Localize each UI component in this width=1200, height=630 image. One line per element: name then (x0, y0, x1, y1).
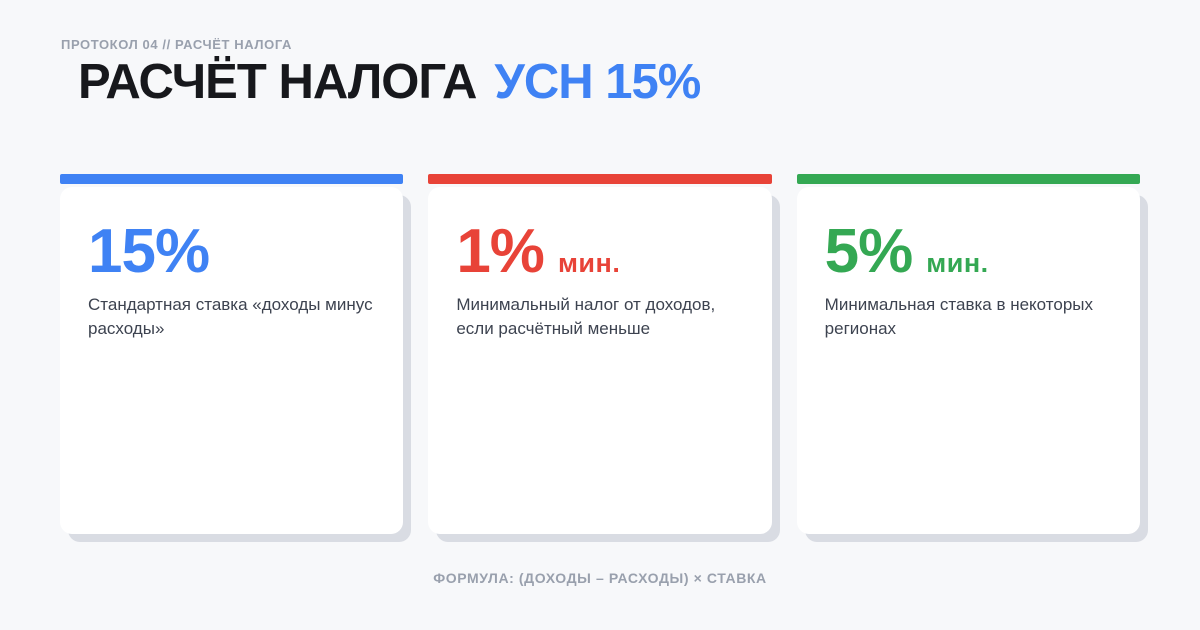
cards-row: 15% Стандартная ставка «доходы минус рас… (60, 174, 1140, 534)
eyebrow-label: ПРОТОКОЛ 04 // РАСЧЁТ НАЛОГА (61, 37, 292, 52)
card-accent-bar (796, 174, 1140, 184)
card-accent-bar (428, 174, 772, 184)
card-accent-bar (60, 174, 404, 184)
page-title: РАСЧЁТ НАЛОГА УСН 15% (78, 55, 701, 109)
rate-value: 1% (456, 217, 545, 286)
card-description: Минимальный налог от доходов, если расчё… (456, 295, 716, 338)
card-body: 1% мин. Минимальный налог от доходов, ес… (428, 187, 772, 534)
rate-row: 1% мин. (456, 221, 743, 283)
rate-value: 5% (824, 217, 914, 286)
card-description: Стандартная ставка «доходы минус расходы… (88, 295, 373, 338)
formula-footnote: ФОРМУЛА: (ДОХОДЫ – РАСХОДЫ) × СТАВКА (433, 570, 767, 586)
rate-suffix: мин. (557, 248, 621, 278)
card-body: 5% мин. Минимальная ставка в некоторых р… (796, 187, 1140, 534)
card-body: 15% Стандартная ставка «доходы минус рас… (60, 187, 404, 534)
card-minimum-tax: 1% мин. Минимальный налог от доходов, ес… (428, 174, 772, 534)
rate-value: 15% (88, 217, 210, 286)
card-description: Минимальная ставка в некоторых регионах (824, 295, 1093, 338)
rate-row: 15% (88, 221, 375, 283)
page-title-accent: УСН 15% (494, 55, 701, 109)
card-regional-rate: 5% мин. Минимальная ставка в некоторых р… (796, 174, 1140, 534)
card-standard-rate: 15% Стандартная ставка «доходы минус рас… (60, 174, 404, 534)
rate-row: 5% мин. (825, 221, 1112, 283)
rate-suffix: мин. (926, 248, 989, 278)
page-title-main: РАСЧЁТ НАЛОГА (78, 55, 477, 109)
